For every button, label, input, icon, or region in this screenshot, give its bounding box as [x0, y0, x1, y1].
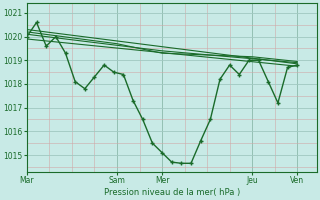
X-axis label: Pression niveau de la mer( hPa ): Pression niveau de la mer( hPa )	[104, 188, 240, 197]
